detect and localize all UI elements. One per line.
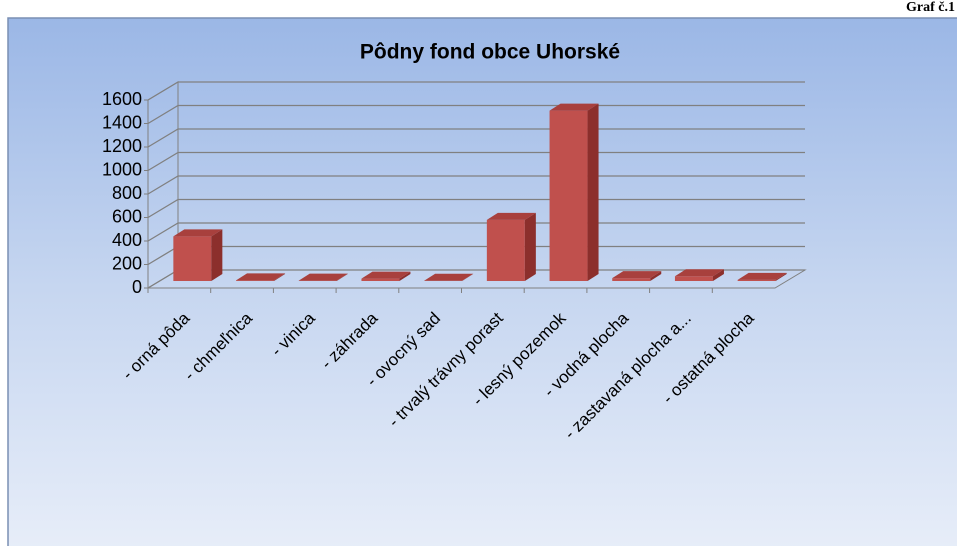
bar xyxy=(549,103,599,281)
chart-area xyxy=(7,17,957,546)
y-tick-label: 800 xyxy=(112,183,142,203)
bar-face xyxy=(486,219,525,281)
bar-face xyxy=(612,271,662,279)
bar-face xyxy=(737,272,787,280)
bar-face xyxy=(612,278,651,281)
bar-face xyxy=(173,229,223,237)
y-tick-label: 1200 xyxy=(102,136,142,156)
bar xyxy=(674,269,724,281)
bar-face xyxy=(361,271,411,279)
chart-title: Pôdny fond obce Uhorské xyxy=(360,41,620,64)
bar-face xyxy=(173,236,212,281)
bar-face xyxy=(424,273,474,281)
bar-face xyxy=(650,271,662,281)
bar-face xyxy=(462,273,474,281)
y-tick-label: 1600 xyxy=(102,89,142,109)
bar-face xyxy=(549,103,599,111)
bar xyxy=(173,229,223,281)
bar xyxy=(612,271,662,281)
bar xyxy=(298,273,348,281)
bar-face xyxy=(549,110,588,281)
bar-face xyxy=(361,278,400,281)
bar-face xyxy=(236,273,286,281)
grid-line xyxy=(147,81,805,101)
bar-face xyxy=(274,273,286,281)
bar-face xyxy=(486,212,536,220)
bar-face xyxy=(336,273,348,281)
bar-face xyxy=(211,229,223,281)
bar-face xyxy=(236,280,275,281)
bar-face xyxy=(712,269,724,281)
bar-face xyxy=(737,279,776,281)
bar-face xyxy=(587,103,599,281)
bar xyxy=(737,272,787,281)
bar xyxy=(424,273,474,281)
bar xyxy=(236,273,286,281)
bar-face xyxy=(674,276,713,281)
bar xyxy=(361,271,411,281)
bar-face xyxy=(399,271,411,281)
corner-label: Graf č.1 xyxy=(906,0,955,15)
y-tick-label: 1000 xyxy=(102,159,142,179)
y-tick-label: 600 xyxy=(112,206,142,226)
bar-face xyxy=(674,269,724,277)
y-tick-label: 200 xyxy=(112,253,142,273)
bar-face xyxy=(775,272,787,281)
bar xyxy=(486,212,536,281)
y-tick-label: 0 xyxy=(132,277,142,297)
bar-face xyxy=(524,212,536,281)
y-tick-label: 1400 xyxy=(102,112,142,132)
y-tick-label: 400 xyxy=(112,230,142,250)
bar-face xyxy=(298,273,348,281)
